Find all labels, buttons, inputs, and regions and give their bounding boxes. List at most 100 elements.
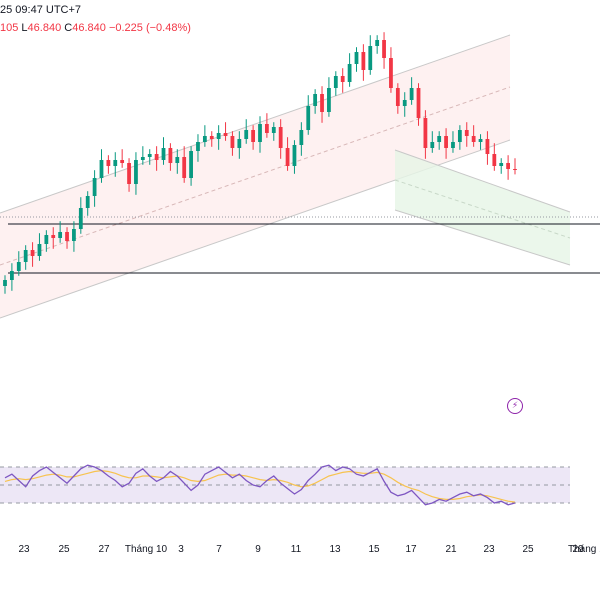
candle-body	[299, 130, 304, 145]
candle-body	[92, 178, 97, 196]
candle-body	[271, 127, 276, 133]
x-tick-label: 9	[255, 544, 261, 555]
candle-body	[347, 64, 352, 82]
candle-body	[506, 163, 511, 169]
candle-body	[513, 169, 517, 170]
candle-body	[395, 88, 400, 106]
candle-body	[216, 133, 221, 139]
candle-body	[99, 160, 104, 178]
candle-body	[168, 148, 173, 163]
candle-body	[430, 142, 435, 148]
lightning-alert-icon[interactable]: ⚡	[507, 398, 523, 414]
candle-body	[3, 280, 7, 286]
candle-body	[202, 136, 207, 142]
candle-body	[134, 160, 138, 184]
candle-body	[230, 136, 235, 148]
x-tick-label: 3	[178, 544, 184, 555]
x-tick-label: 27	[98, 544, 110, 555]
chart-header-time: 25 09:47 UTC+7	[0, 4, 82, 16]
candle-body	[361, 52, 366, 70]
candle-body	[9, 271, 14, 280]
candle-body	[451, 142, 455, 148]
candle-body	[264, 124, 269, 133]
candle-body	[313, 94, 318, 106]
candle-body	[327, 88, 331, 112]
candle-body	[333, 76, 338, 88]
candle-body	[189, 151, 193, 178]
candle-body	[389, 58, 393, 88]
candle-body	[44, 235, 49, 244]
candle-body	[113, 160, 118, 166]
candle-body	[16, 262, 21, 271]
ohlc-low-label: L	[21, 22, 28, 34]
x-tick-label: Tháng 10	[125, 544, 168, 555]
x-tick-label: 15	[368, 544, 380, 555]
candle-body	[65, 232, 69, 241]
candle-body	[402, 100, 407, 106]
candle-body	[340, 76, 345, 82]
candle-body	[278, 127, 283, 148]
candle-body	[409, 88, 414, 100]
candle-body	[140, 157, 145, 160]
x-tick-label: Tháng 1	[568, 544, 600, 555]
candle-body	[154, 154, 159, 160]
candle-body	[320, 94, 324, 112]
candle-body	[147, 154, 152, 157]
candle-body	[251, 130, 256, 142]
candle-body	[127, 163, 131, 184]
candle-body	[196, 142, 200, 151]
x-tick-label: 21	[445, 544, 457, 555]
x-tick-label: 11	[291, 544, 302, 555]
x-tick-label: 25	[58, 544, 70, 555]
candle-body	[78, 208, 83, 229]
candle-body	[37, 244, 42, 256]
ohlc-open-fragment: 105	[0, 22, 19, 34]
candle-body	[58, 232, 63, 238]
candle-body	[72, 229, 76, 241]
candle-body	[485, 139, 490, 154]
up-channel-top-line	[0, 34, 511, 214]
candle-body	[161, 148, 166, 160]
candle-body	[368, 46, 373, 70]
candle-body	[464, 130, 469, 136]
candle-body	[478, 139, 483, 142]
candle-body	[51, 235, 56, 238]
down-channel-bottom-line	[394, 209, 571, 266]
x-tick-label: 17	[405, 544, 417, 555]
candle-body	[258, 124, 262, 142]
candle-body	[223, 133, 228, 136]
down-channel-fill	[395, 150, 570, 265]
down-channel-top-line	[394, 149, 571, 213]
candle-body	[444, 136, 448, 148]
down-channel-mid-line	[394, 179, 571, 239]
rsi-band	[0, 467, 570, 503]
candle-body	[244, 130, 249, 139]
candle-body	[23, 250, 28, 262]
candle-body	[437, 136, 442, 142]
x-tick-label: 25	[522, 544, 534, 555]
candle-body	[120, 160, 125, 163]
candle-body	[416, 88, 421, 118]
candle-body	[499, 163, 504, 166]
x-tick-label: 23	[18, 544, 30, 555]
ohlc-change: −0.225 (−0.48%)	[108, 22, 191, 34]
ohlc-close-label: C	[64, 22, 73, 34]
ohlc-low-value: 46.840	[27, 22, 62, 34]
candle-body	[471, 136, 476, 142]
candle-body	[354, 52, 359, 64]
candle-body	[382, 40, 386, 58]
candle-body	[457, 130, 462, 142]
candle-body	[306, 106, 311, 130]
candle-body	[492, 154, 497, 166]
ohlc-close-value: 46.840	[72, 22, 106, 34]
candle-body	[285, 148, 290, 166]
rsi-line	[4, 464, 516, 506]
x-tick-label: 23	[483, 544, 495, 555]
x-tick-label: 7	[216, 544, 222, 555]
x-tick-label: 29	[572, 544, 584, 555]
candle-body	[292, 145, 297, 166]
candle-body	[237, 139, 242, 148]
candle-body	[175, 157, 180, 163]
candle-body	[375, 40, 380, 46]
